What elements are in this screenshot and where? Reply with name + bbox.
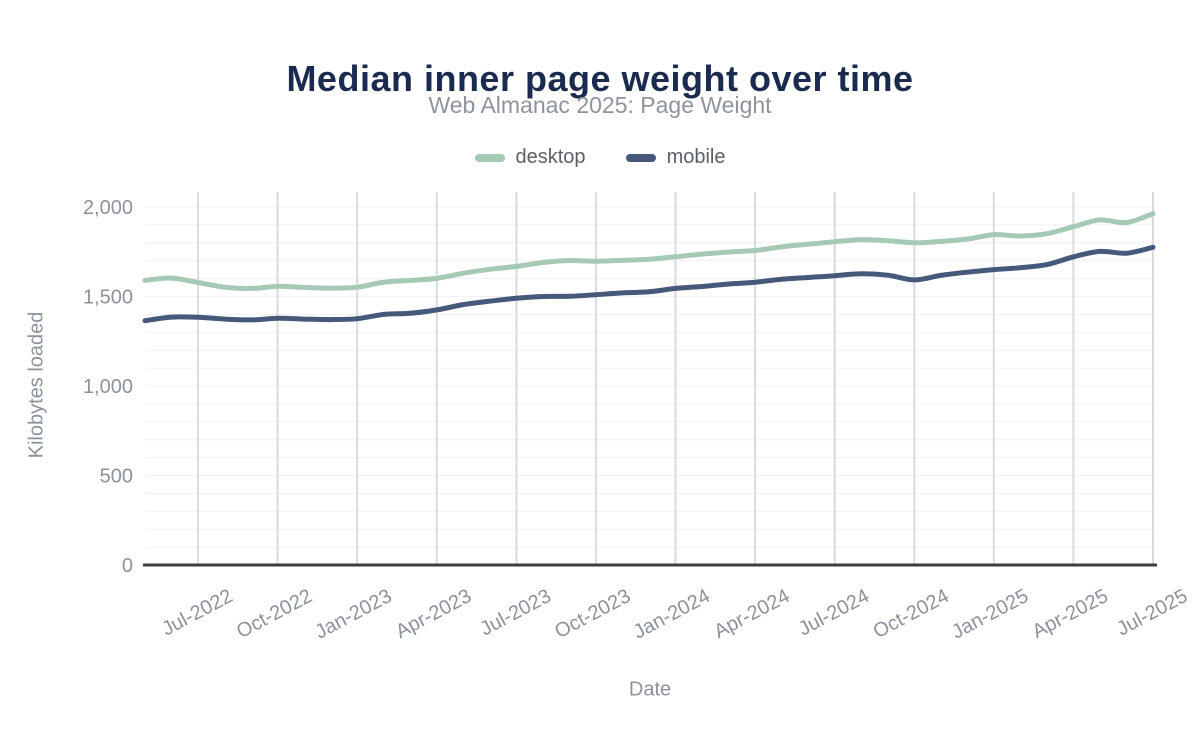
desktop-series-swatch <box>474 153 505 162</box>
x-tick-label: Jul-2024 <box>795 585 873 640</box>
x-tick-label: Apr-2023 <box>392 585 475 643</box>
x-tick-label: Jan-2023 <box>312 585 396 644</box>
y-tick-label: 2,000 <box>83 197 133 219</box>
x-tick-label: Oct-2023 <box>551 585 634 643</box>
x-tick-label: Apr-2025 <box>1029 585 1112 643</box>
x-tick-label: Oct-2022 <box>233 585 316 643</box>
x-tick-label: Oct-2024 <box>870 585 953 643</box>
x-tick-label: Jul-2025 <box>1113 585 1191 640</box>
legend-label-mobile: mobile <box>666 146 726 168</box>
x-tick-label: Jan-2024 <box>630 585 714 644</box>
y-tick-label: 1,000 <box>83 376 133 398</box>
x-axis-title: Date <box>628 678 672 701</box>
series-line-desktop[interactable] <box>142 211 1156 291</box>
chart-title: Median inner page weight over time <box>286 58 914 100</box>
legend-item-desktop[interactable]: desktop <box>474 146 586 169</box>
legend-item-mobile[interactable]: mobile <box>625 146 726 169</box>
x-tick-label: Apr-2024 <box>710 585 793 643</box>
y-tick-label: 500 <box>100 466 133 488</box>
x-tick-label: Jul-2023 <box>477 585 555 640</box>
x-tick-label: Jul-2022 <box>158 585 236 640</box>
legend: desktop mobile <box>0 146 1200 169</box>
y-tick-label: 1,500 <box>83 287 133 309</box>
y-axis-title: Kilobytes loaded <box>25 311 48 459</box>
x-tick-label: Jan-2025 <box>948 585 1032 644</box>
legend-label-desktop: desktop <box>515 146 586 168</box>
y-tick-label: 0 <box>122 555 133 577</box>
chart-subtitle: Web Almanac 2025: Page Weight <box>428 92 772 118</box>
series-line-mobile[interactable] <box>142 244 1156 324</box>
mobile-series-swatch <box>625 153 656 162</box>
